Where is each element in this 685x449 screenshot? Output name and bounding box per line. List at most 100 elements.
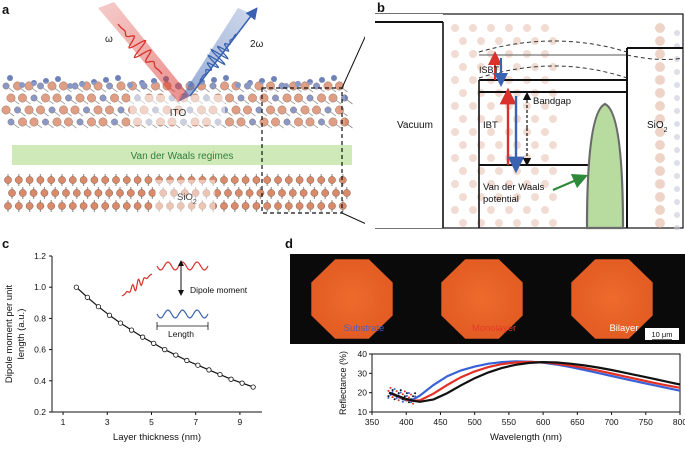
sio2-atom bbox=[655, 23, 665, 33]
surface-atom bbox=[43, 78, 49, 84]
reflectance-point bbox=[395, 397, 398, 400]
sio2-atom bbox=[674, 212, 680, 218]
sio2-atom bbox=[655, 192, 665, 202]
silicon-atom bbox=[284, 176, 293, 184]
silicon-atom bbox=[47, 176, 56, 184]
reflectance-panel: Substrate Monolayer Bilayer 10 μm 10 20 30 40… bbox=[290, 254, 685, 443]
reflectance-point bbox=[403, 390, 406, 393]
silicon-atom bbox=[245, 189, 254, 197]
silicon-atom bbox=[112, 176, 120, 184]
panel-letter-b: b bbox=[377, 0, 385, 15]
oxygen-atom bbox=[7, 118, 15, 126]
oxygen-atom bbox=[111, 118, 118, 126]
crystal-atom bbox=[549, 167, 557, 175]
reflectance-chart-axes: 10 20 30 40 350 400 450 500 550 600 650 700 750 800 Wa… bbox=[338, 349, 685, 443]
indium-atom bbox=[41, 93, 50, 103]
crystal-atom bbox=[469, 154, 477, 162]
indium-atom bbox=[266, 105, 275, 115]
indium-atom bbox=[328, 93, 338, 103]
dipole-point bbox=[151, 340, 157, 346]
x-tick-label: 350 bbox=[365, 417, 379, 427]
surface-atom bbox=[7, 75, 13, 81]
dipole-point bbox=[117, 320, 124, 326]
crystal-atom bbox=[531, 37, 539, 45]
oxygen-atom bbox=[318, 118, 325, 126]
sio2-label-b: SiO2 bbox=[647, 120, 668, 134]
y-tick-label: 0.4 bbox=[34, 376, 46, 386]
crystal-atom bbox=[459, 141, 467, 149]
indium-atom bbox=[340, 117, 349, 127]
silicon-atom bbox=[47, 202, 56, 210]
vdw-potential-label-2: potential bbox=[483, 194, 519, 205]
sio2-atom bbox=[655, 36, 665, 46]
sio2-atom bbox=[674, 173, 680, 179]
silicon-atom bbox=[36, 176, 45, 184]
indium-atom bbox=[1, 105, 11, 115]
x-tick-label: 7 bbox=[193, 417, 198, 427]
panel-d: Substrate Monolayer Bilayer 10 μm 10 20 30 40… bbox=[282, 236, 685, 444]
inset-length-label: Length bbox=[168, 329, 194, 339]
crystal-atom bbox=[513, 37, 521, 45]
vacuum-region bbox=[375, 14, 443, 228]
silicon-atom bbox=[83, 189, 92, 197]
oxygen-atom bbox=[106, 82, 113, 90]
panel-letter-a: a bbox=[2, 2, 10, 17]
surface-atom bbox=[307, 79, 313, 85]
indium-atom bbox=[317, 93, 326, 103]
crystal-atom bbox=[513, 167, 521, 175]
reflectance-point bbox=[389, 386, 392, 389]
bandgap-label: Bandgap bbox=[533, 96, 571, 107]
oxygen-atom bbox=[2, 82, 10, 90]
oxygen-atom bbox=[14, 106, 21, 114]
indium-atom bbox=[225, 117, 234, 127]
reflectance-series-line bbox=[388, 360, 681, 402]
surface-atom bbox=[295, 81, 301, 87]
dipole-point bbox=[206, 367, 212, 373]
crystal-atom bbox=[469, 128, 477, 136]
inset-dipole-arrowhead-down bbox=[178, 290, 184, 296]
reflectance-point bbox=[395, 390, 398, 393]
reflectance-point bbox=[410, 393, 413, 396]
outgoing-blue-beam bbox=[178, 8, 252, 102]
vdw-potential-well bbox=[585, 102, 625, 230]
silicon-atom bbox=[8, 189, 16, 197]
indium-atom bbox=[220, 81, 229, 91]
vdw-regime-label: Van der Waals regimes bbox=[131, 151, 234, 162]
silicon-atom bbox=[4, 202, 12, 210]
sio2-atom bbox=[655, 88, 665, 98]
indium-atom bbox=[305, 117, 315, 127]
dipole-point bbox=[250, 384, 256, 390]
dipole-point bbox=[162, 347, 168, 353]
silicon-atom bbox=[306, 202, 315, 210]
crystal-atom bbox=[541, 128, 549, 136]
crystal-atom bbox=[459, 89, 467, 97]
crystal-atom bbox=[469, 50, 477, 58]
crystal-atom bbox=[459, 37, 467, 45]
silicon-atom bbox=[241, 202, 250, 210]
indium-atom bbox=[294, 117, 303, 127]
indium-atom bbox=[98, 117, 108, 127]
silicon-atom bbox=[263, 202, 272, 210]
silicon-atom bbox=[62, 189, 70, 197]
sio2-atom bbox=[674, 147, 680, 153]
crystal-atom bbox=[451, 180, 459, 188]
reflectance-point bbox=[393, 398, 396, 401]
indium-atom bbox=[75, 93, 85, 103]
crystal-atom bbox=[495, 37, 503, 45]
silicon-atom bbox=[69, 176, 77, 184]
reflectance-point bbox=[410, 401, 413, 404]
silicon-atom bbox=[299, 189, 308, 197]
silicon-atom bbox=[342, 189, 351, 197]
oxygen-atom bbox=[30, 94, 38, 102]
flake-image bbox=[311, 259, 393, 339]
panel-b-band-diagram: Vacuum SiO2 ISBT IBT Bandgap Van der Waa… bbox=[374, 13, 684, 231]
zoom-connector-top bbox=[341, 14, 376, 89]
oxygen-atom bbox=[324, 106, 332, 114]
flake-image bbox=[571, 259, 653, 339]
crystal-atom bbox=[531, 141, 539, 149]
silicon-atom bbox=[230, 202, 239, 210]
silicon-atom bbox=[137, 189, 146, 197]
dipole-point bbox=[239, 380, 245, 386]
sio2-atom bbox=[655, 62, 665, 72]
sio2-atom bbox=[674, 82, 680, 88]
